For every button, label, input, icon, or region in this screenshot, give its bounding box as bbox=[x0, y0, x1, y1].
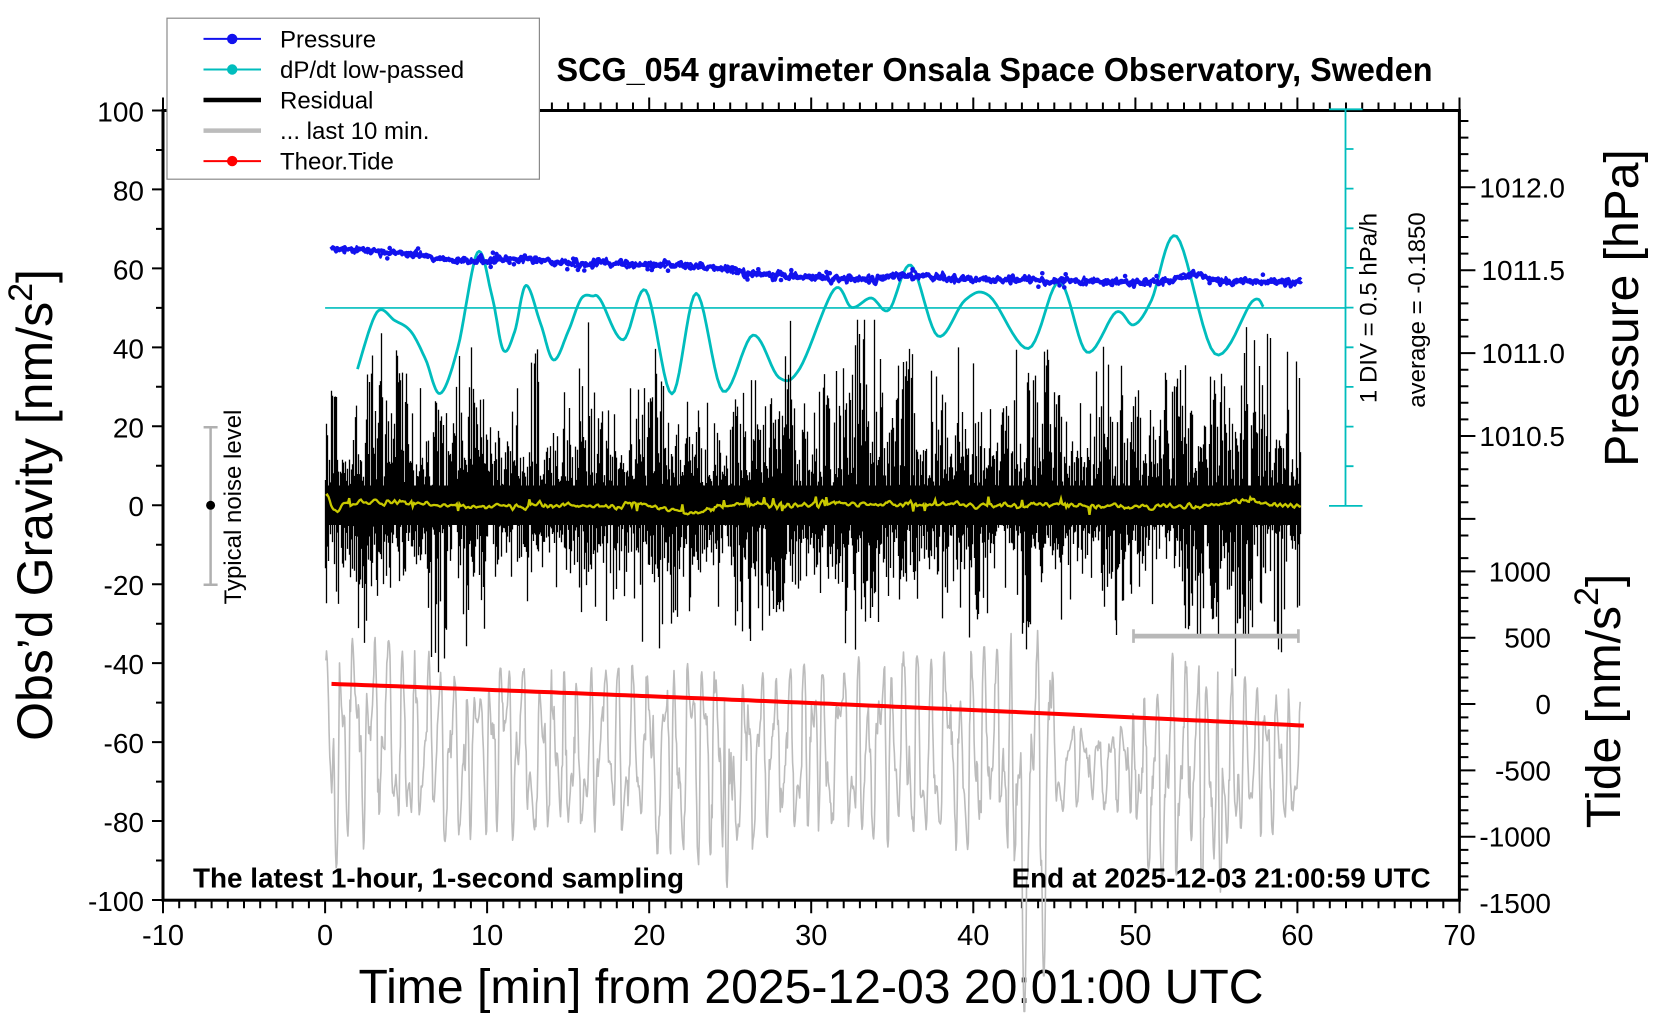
svg-text:100: 100 bbox=[97, 97, 144, 128]
svg-text:average = -0.1850: average = -0.1850 bbox=[1404, 212, 1431, 407]
svg-text:Pressure: Pressure bbox=[280, 26, 376, 53]
svg-text:-20: -20 bbox=[104, 570, 144, 601]
svg-text:-1000: -1000 bbox=[1479, 822, 1551, 853]
svg-text:60: 60 bbox=[1281, 920, 1313, 952]
svg-text:-500: -500 bbox=[1495, 755, 1551, 786]
svg-text:... last 10 min.: ... last 10 min. bbox=[280, 118, 429, 145]
svg-text:0: 0 bbox=[317, 920, 333, 952]
svg-text:1012.0: 1012.0 bbox=[1479, 172, 1565, 203]
svg-text:0: 0 bbox=[1535, 689, 1551, 720]
svg-text:-80: -80 bbox=[104, 807, 144, 838]
svg-text:End at 2025-12-03 21:00:59 UTC: End at 2025-12-03 21:00:59 UTC bbox=[1012, 863, 1431, 894]
svg-text:Tide [nm/s2]: Tide [nm/s2] bbox=[1568, 574, 1631, 829]
svg-text:Theor.Tide: Theor.Tide bbox=[280, 149, 394, 176]
svg-text:500: 500 bbox=[1504, 623, 1551, 654]
svg-text:30: 30 bbox=[795, 920, 827, 952]
svg-text:Time [min] from 2025-12-03 20:: Time [min] from 2025-12-03 20:01:00 UTC bbox=[359, 961, 1264, 1014]
svg-text:Residual: Residual bbox=[280, 88, 373, 115]
svg-text:10: 10 bbox=[471, 920, 503, 952]
svg-text:-100: -100 bbox=[88, 886, 144, 917]
svg-text:Obs’d Gravity [nm/s2]: Obs’d Gravity [nm/s2] bbox=[2, 269, 63, 741]
svg-text:1010.5: 1010.5 bbox=[1479, 421, 1565, 452]
svg-text:1000: 1000 bbox=[1489, 556, 1551, 587]
svg-text:40: 40 bbox=[113, 333, 144, 364]
svg-text:1011.5: 1011.5 bbox=[1481, 255, 1565, 286]
svg-text:1 DIV = 0.5 hPa/h: 1 DIV = 0.5 hPa/h bbox=[1356, 213, 1383, 403]
svg-text:0: 0 bbox=[128, 491, 144, 522]
svg-text:1011.0: 1011.0 bbox=[1481, 338, 1565, 369]
svg-text:70: 70 bbox=[1443, 920, 1475, 952]
svg-text:20: 20 bbox=[633, 920, 665, 952]
svg-text:SCG_054 gravimeter Onsala Spac: SCG_054 gravimeter Onsala Space Observat… bbox=[557, 51, 1433, 88]
svg-text:80: 80 bbox=[113, 175, 144, 206]
svg-text:Pressure [hPa]: Pressure [hPa] bbox=[1596, 149, 1649, 466]
svg-text:-40: -40 bbox=[104, 649, 144, 680]
svg-text:-60: -60 bbox=[104, 728, 144, 759]
svg-text:50: 50 bbox=[1119, 920, 1151, 952]
svg-text:The latest 1-hour, 1-second sa: The latest 1-hour, 1-second sampling bbox=[193, 863, 684, 894]
svg-text:20: 20 bbox=[113, 412, 144, 443]
svg-text:-1500: -1500 bbox=[1479, 888, 1551, 919]
svg-text:-10: -10 bbox=[142, 920, 184, 952]
svg-text:60: 60 bbox=[113, 254, 144, 285]
svg-text:Typical noise level: Typical noise level bbox=[220, 410, 247, 605]
svg-text:dP/dt low-passed: dP/dt low-passed bbox=[280, 57, 464, 84]
svg-text:40: 40 bbox=[957, 920, 989, 952]
